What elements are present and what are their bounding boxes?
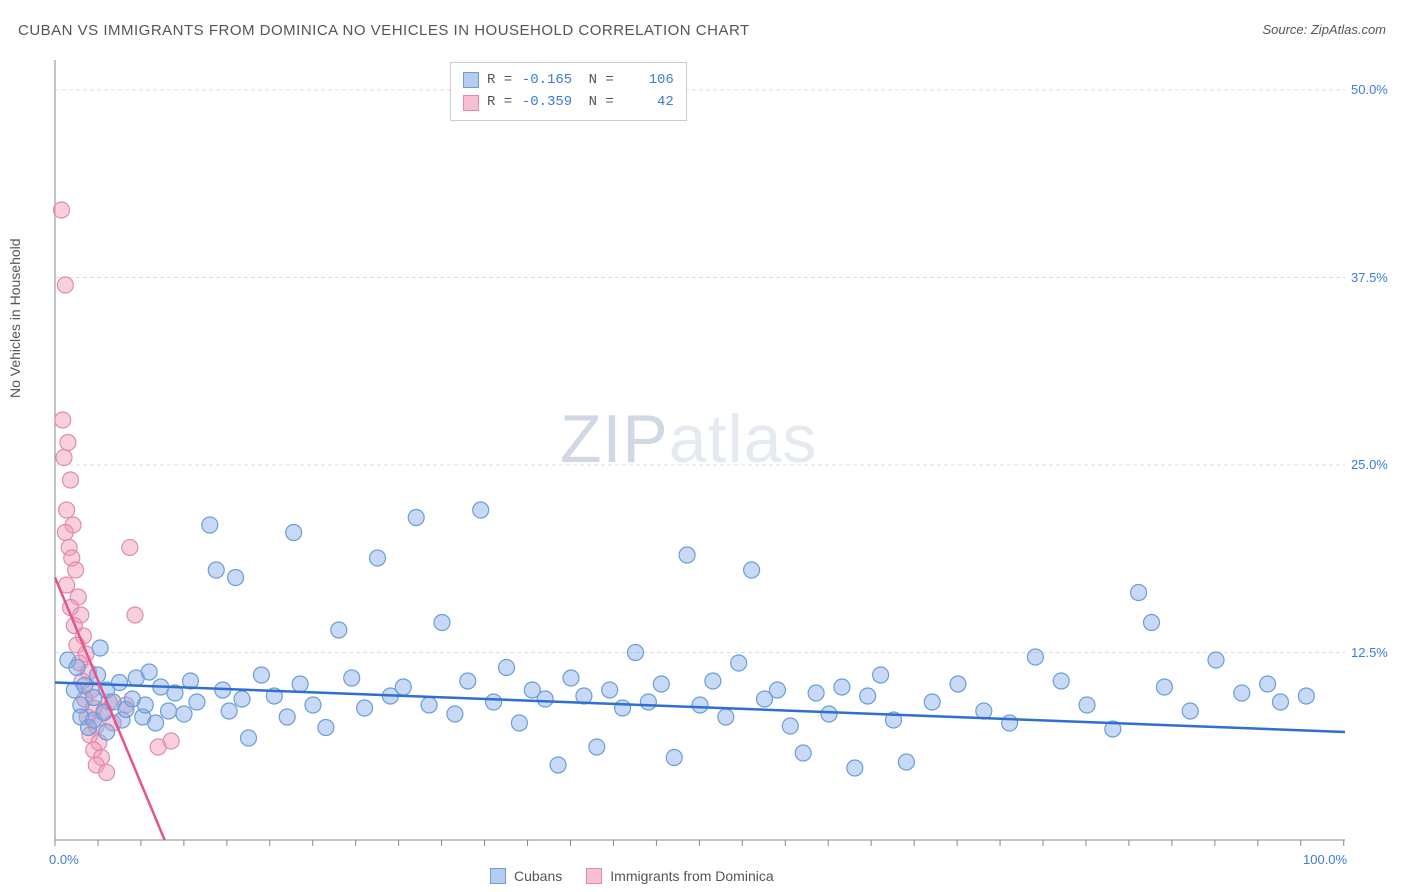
r-value-cubans: -0.165 [520, 69, 572, 91]
legend-label-cubans: Cubans [514, 868, 562, 884]
x-tick-label: 0.0% [49, 852, 79, 867]
stats-row-dominica: R = -0.359 N = 42 [463, 91, 674, 113]
n-value-dominica: 42 [622, 91, 674, 113]
y-tick-label: 12.5% [1351, 645, 1388, 660]
legend-swatch-dominica [586, 868, 602, 884]
y-tick-label: 25.0% [1351, 457, 1388, 472]
stats-row-cubans: R = -0.165 N = 106 [463, 69, 674, 91]
n-value-cubans: 106 [622, 69, 674, 91]
swatch-cubans [463, 72, 479, 88]
correlation-chart [0, 0, 1406, 892]
legend-label-dominica: Immigrants from Dominica [610, 868, 773, 884]
y-tick-label: 50.0% [1351, 82, 1388, 97]
legend-item-dominica: Immigrants from Dominica [586, 868, 773, 884]
legend-item-cubans: Cubans [490, 868, 562, 884]
y-tick-label: 37.5% [1351, 270, 1388, 285]
x-tick-label: 100.0% [1303, 852, 1347, 867]
r-value-dominica: -0.359 [520, 91, 572, 113]
statistics-box: R = -0.165 N = 106 R = -0.359 N = 42 [450, 62, 687, 121]
legend-swatch-cubans [490, 868, 506, 884]
legend: Cubans Immigrants from Dominica [490, 868, 774, 884]
swatch-dominica [463, 95, 479, 111]
